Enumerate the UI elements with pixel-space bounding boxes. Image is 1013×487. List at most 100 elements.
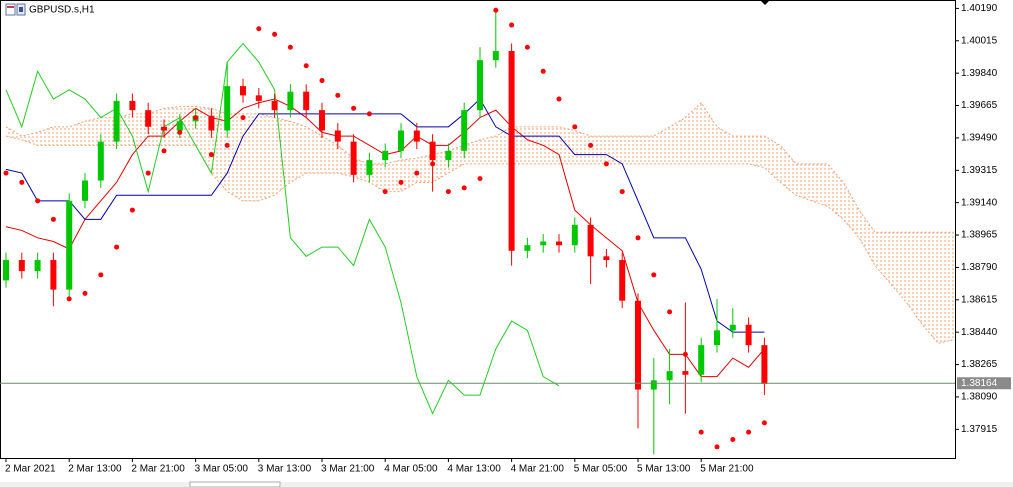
sar-dot [3, 170, 9, 176]
sar-dot [145, 170, 151, 176]
candle-body [666, 371, 673, 381]
candle-body [603, 256, 610, 261]
sar-dot [667, 309, 673, 315]
y-tick-label: 1.38440 [961, 327, 998, 338]
x-tick-label: 2 Mar 2021 [5, 464, 56, 475]
sar-dot [588, 142, 594, 148]
candle-body [50, 260, 57, 290]
y-tick-label: 1.39490 [961, 133, 998, 144]
candle-body [366, 160, 373, 175]
x-tick-label: 4 Mar 13:00 [447, 464, 501, 475]
sar-dot [208, 152, 214, 158]
candle-body [761, 345, 768, 384]
sar-dot [698, 429, 704, 435]
x-tick-label: 3 Mar 05:00 [195, 464, 249, 475]
candle-body [319, 110, 325, 131]
tab[interactable] [189, 481, 281, 487]
candle-body [445, 150, 452, 161]
plot-area [3, 7, 955, 455]
candle-body [461, 110, 468, 151]
candle-body [224, 86, 231, 131]
x-tick-label: 3 Mar 13:00 [258, 464, 312, 475]
y-tick-label: 1.38790 [961, 262, 998, 273]
sar-dot [50, 216, 56, 222]
sar-dot [714, 444, 720, 450]
sar-dot [66, 296, 72, 302]
sar-dot [746, 429, 752, 435]
indicator-line [5, 98, 765, 333]
y-tick-label: 1.38965 [961, 230, 998, 241]
chart-title: GBPUSD.s,H1 [29, 5, 95, 16]
sar-dot [129, 207, 135, 213]
candle-body [492, 50, 499, 61]
sar-dot [556, 96, 562, 102]
sar-dot [319, 78, 325, 84]
y-tick-label: 1.39140 [961, 197, 998, 208]
candle-body [698, 345, 705, 375]
sar-dot [461, 185, 467, 191]
sar-dot [635, 235, 641, 241]
cloud-lower [5, 135, 955, 344]
candle-body [34, 260, 41, 272]
x-tick-label: 5 Mar 21:00 [700, 464, 754, 475]
candle-body [398, 130, 404, 151]
sar-dot [193, 115, 199, 121]
sar-dot [414, 170, 420, 176]
candle-body [571, 224, 578, 246]
y-tick-label: 1.40190 [961, 3, 998, 14]
sar-dot [509, 22, 515, 28]
y-tick-label: 1.40015 [961, 35, 998, 46]
sar-dot [287, 44, 293, 50]
indicator-line [5, 42, 560, 415]
x-tick-label: 2 Mar 21:00 [131, 464, 185, 475]
y-tick-label: 1.39840 [961, 68, 998, 79]
sar-dot [524, 44, 530, 50]
sar-dot [272, 31, 278, 37]
sar-dot [382, 189, 388, 195]
sar-dot [19, 179, 25, 185]
sar-dot [730, 436, 736, 442]
candle-body [556, 241, 562, 246]
candle-body [619, 260, 626, 301]
sar-dot [398, 179, 404, 185]
x-tick-label: 4 Mar 21:00 [511, 464, 565, 475]
candle-body [540, 241, 547, 246]
candle-body [240, 86, 246, 96]
sar-dot [619, 189, 625, 195]
candle-body [271, 100, 278, 111]
sar-dot [603, 161, 609, 167]
candle-body [524, 245, 531, 251]
shift-marker [760, 0, 770, 5]
candle-body [650, 380, 657, 390]
sar-dot [335, 92, 341, 98]
sar-dot [224, 142, 230, 148]
y-tick-label: 1.37915 [961, 424, 998, 435]
candle-body [82, 180, 88, 201]
candle-body [429, 141, 436, 161]
sar-dot [256, 26, 262, 32]
candle-body [682, 371, 689, 375]
y-tick-label: 1.38090 [961, 392, 998, 403]
candle-body [208, 115, 215, 131]
sar-dot [445, 189, 451, 195]
sar-dot [177, 129, 183, 135]
sar-dot [114, 244, 120, 250]
sar-dot [651, 272, 657, 278]
candle-body [3, 260, 9, 281]
candle-body [635, 300, 641, 390]
candle-body [334, 130, 341, 142]
sar-dot [82, 290, 88, 296]
candle-body [66, 200, 73, 290]
y-tick-label: 1.38615 [961, 294, 998, 305]
x-tick-label: 3 Mar 21:00 [321, 464, 375, 475]
sar-dot [35, 198, 41, 204]
sar-dot [493, 7, 499, 13]
candle-body [161, 126, 167, 131]
sar-dot [572, 124, 578, 130]
sar-dot [240, 115, 246, 121]
candle-body [714, 330, 720, 346]
candle-body [255, 95, 262, 101]
cloud-fill [6, 102, 954, 344]
candle-body [129, 100, 136, 111]
